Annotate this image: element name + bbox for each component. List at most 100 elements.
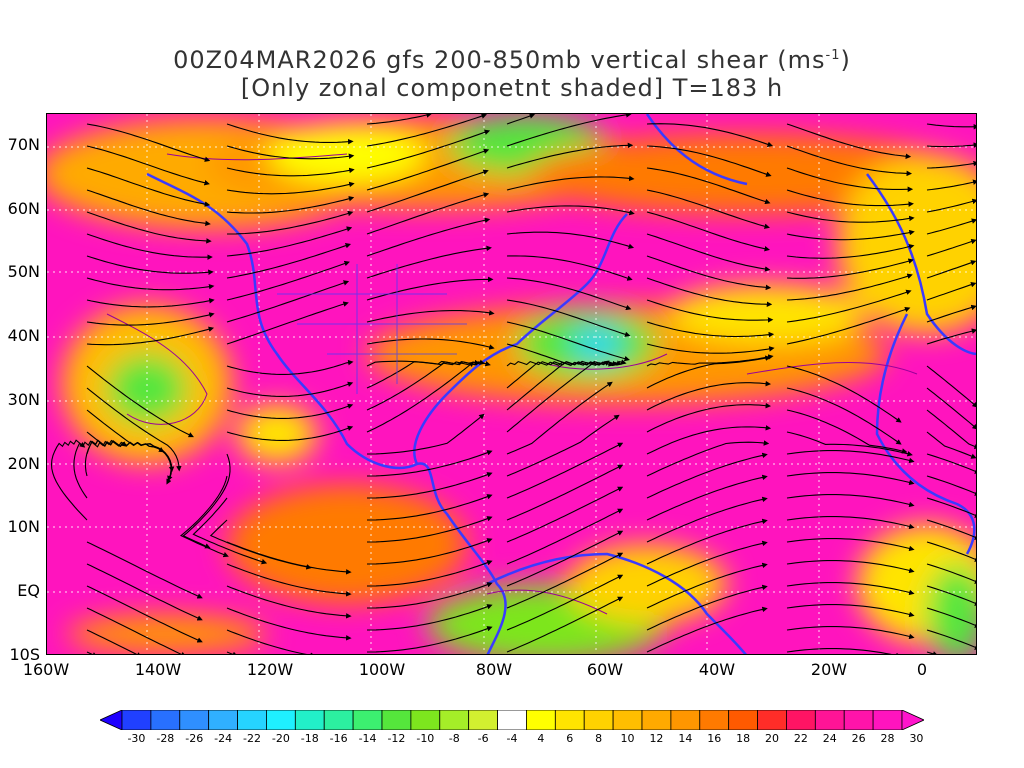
title-unit-superscript: -1 [825, 48, 841, 63]
streamline [86, 277, 215, 291]
streamline [786, 516, 915, 530]
streamline [786, 409, 908, 454]
colorbar-cell [468, 710, 498, 730]
streamline [926, 123, 976, 130]
streamline [226, 629, 316, 654]
streamline [226, 260, 350, 301]
colorbar-tick-label: -26 [185, 732, 204, 745]
streamline [926, 282, 976, 301]
streamline [506, 596, 624, 653]
streamline [226, 196, 355, 214]
streamline [786, 167, 914, 193]
streamline [226, 425, 354, 441]
streamline [86, 233, 213, 260]
streamline [366, 245, 492, 279]
streamline [926, 328, 976, 345]
streamline [926, 541, 976, 562]
streamline [786, 538, 915, 552]
streamline [926, 475, 976, 496]
streamline [86, 629, 142, 654]
streamline [926, 629, 976, 650]
map-canvas [47, 114, 976, 654]
colorbar-tick-label: 18 [736, 732, 751, 745]
colorbar-tick-label: -10 [416, 732, 435, 745]
streamline [506, 360, 615, 411]
streamline [926, 238, 976, 257]
streamline [86, 145, 210, 186]
streamline [366, 169, 489, 213]
lon-label-60w: 60W [586, 660, 624, 679]
colorbar-tick-label: 24 [822, 732, 837, 745]
streamline [226, 563, 352, 597]
streamline [646, 167, 771, 205]
streamline [786, 243, 915, 259]
streamline [226, 359, 354, 375]
streamline [367, 626, 493, 653]
streamline [506, 114, 536, 125]
colorbar-tick-label: -24 [214, 732, 233, 745]
colorbar-cell [786, 710, 816, 730]
streamline [786, 431, 913, 457]
streamline [926, 409, 976, 449]
streamline [646, 518, 768, 565]
lat-label-70n: 70N [7, 135, 40, 154]
streamline [367, 450, 493, 477]
streamline [226, 541, 352, 575]
streamline [226, 651, 238, 654]
colorbar [100, 710, 924, 730]
streamline [786, 211, 915, 223]
streamline [367, 413, 485, 455]
colorbar-cell [699, 710, 730, 730]
colorbar-cell [583, 710, 614, 730]
streamline [926, 453, 976, 474]
streamline [506, 486, 624, 543]
streamline [926, 260, 976, 279]
streamline [786, 450, 915, 464]
streamline [646, 189, 770, 229]
streamline [926, 365, 976, 408]
streamline [646, 233, 771, 272]
colorbar-cell [526, 710, 556, 730]
streamline [926, 519, 976, 540]
lat-label-20n: 20N [7, 454, 40, 473]
colorbar-tick-label: 14 [678, 732, 693, 745]
colorbar-tick-label: 16 [707, 732, 722, 745]
streamline [646, 299, 774, 323]
streamline [786, 273, 913, 301]
colorbar-cell [728, 710, 758, 730]
streamline [506, 175, 635, 191]
colorbar-cell [150, 710, 181, 730]
lon-label-100w: 100W [358, 660, 406, 679]
colorbar-cell [410, 710, 441, 730]
streamline [86, 541, 203, 599]
streamline [86, 326, 215, 346]
streamline [506, 381, 613, 455]
colorbar-tick-label: -30 [127, 732, 146, 745]
colorbar-tick-label: -14 [358, 732, 377, 745]
streamline [226, 167, 355, 177]
colorbar-max-arrow [901, 710, 924, 730]
streamline [366, 192, 490, 235]
streamline [786, 560, 915, 574]
colorbar-cell [323, 710, 354, 730]
colorbar-tick-label: 4 [537, 732, 545, 745]
colorbar-tick-label: -20 [271, 732, 290, 745]
streamline [366, 129, 491, 169]
chart-title-line-2: [Only zonal componetnt shaded] T=183 h [240, 74, 784, 102]
streamline [646, 255, 772, 291]
streamline [786, 582, 915, 596]
streamline [86, 298, 215, 308]
streamline [646, 145, 772, 177]
streamline [367, 604, 493, 631]
streamline [926, 142, 976, 148]
streamline [506, 508, 624, 565]
streamline [506, 464, 624, 521]
streamline [786, 123, 912, 159]
streamline [366, 148, 490, 191]
streamline [646, 343, 775, 354]
streamline [506, 414, 620, 477]
streamline [646, 452, 768, 499]
chart-title-line-1: 00Z04MAR2026 gfs 200-850mb vertical shea… [0, 46, 1024, 74]
lon-label-20w: 20W [810, 660, 848, 679]
streamline [926, 304, 976, 323]
